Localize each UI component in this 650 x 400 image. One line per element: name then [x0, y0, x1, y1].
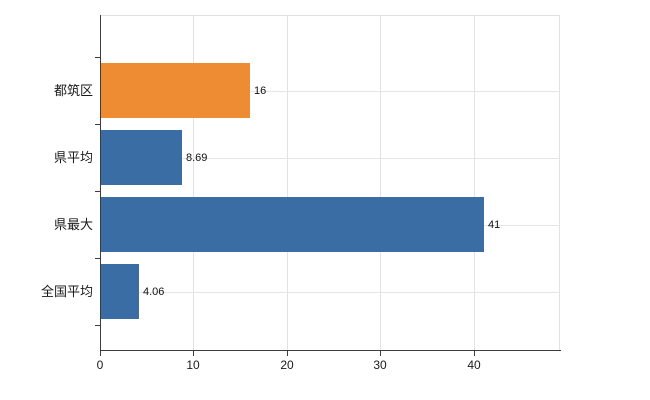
- gridline-vertical: [380, 15, 382, 350]
- y-tick-mark: [95, 191, 100, 192]
- x-tick-label: 40: [467, 358, 481, 372]
- gridline-horizontal: [101, 292, 560, 293]
- gridline-horizontal: [101, 158, 560, 159]
- bar: [101, 197, 484, 252]
- plot-area: [100, 15, 560, 350]
- x-tick-mark: [193, 351, 194, 356]
- y-axis-line: [100, 15, 101, 351]
- gridline-vertical: [286, 15, 288, 350]
- gridline-horizontal: [101, 91, 560, 92]
- x-tick-mark: [380, 351, 381, 356]
- bar: [101, 130, 182, 185]
- category-label: 都筑区: [53, 83, 93, 98]
- category-label: 県平均: [53, 150, 93, 165]
- x-tick-mark: [474, 351, 475, 356]
- category-label: 県最大: [53, 217, 93, 232]
- y-tick-mark: [95, 57, 100, 58]
- bar-value-label: 8.69: [186, 152, 208, 164]
- category-label: 全国平均: [40, 284, 93, 299]
- x-tick-label: 10: [186, 358, 200, 372]
- gridline-vertical: [193, 15, 195, 350]
- gridline-vertical: [473, 15, 475, 350]
- x-tick-label: 20: [280, 358, 294, 372]
- bar-value-label: 41: [488, 219, 501, 231]
- bar: [101, 63, 250, 118]
- bar-value-label: 16: [254, 85, 267, 97]
- x-tick-label: 30: [373, 358, 387, 372]
- x-tick-mark: [100, 351, 101, 356]
- bar-value-label: 4.06: [143, 286, 165, 298]
- bar: [101, 264, 139, 319]
- x-axis-line: [100, 350, 561, 351]
- y-tick-mark: [95, 258, 100, 259]
- x-tick-mark: [287, 351, 288, 356]
- y-tick-mark: [95, 124, 100, 125]
- y-tick-mark: [95, 325, 100, 326]
- x-tick-label: 0: [96, 358, 104, 372]
